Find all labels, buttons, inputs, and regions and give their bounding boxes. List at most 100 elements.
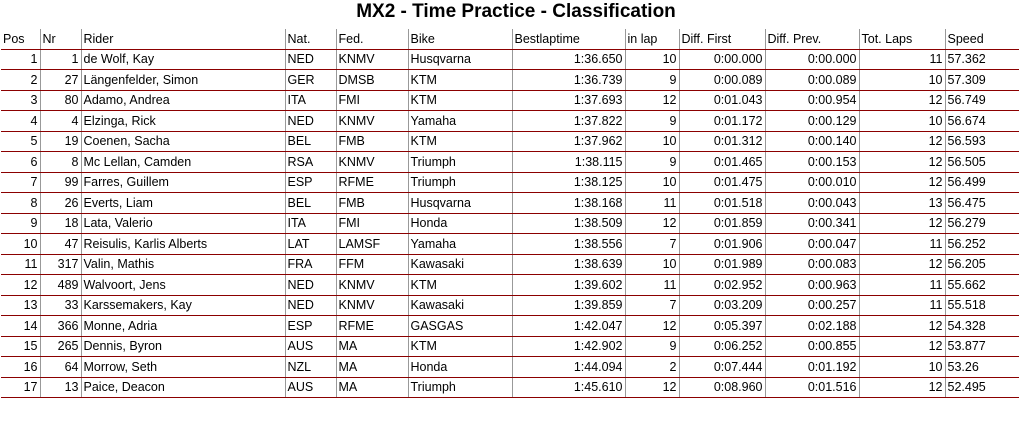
cell-nr: 13 [39, 377, 81, 398]
cell-nat: ESP [284, 172, 336, 193]
cell-nat: NED [284, 110, 336, 132]
cell-bestlaptime: 1:38.168 [511, 192, 625, 214]
cell-speed: 53.26 [944, 356, 1019, 378]
cell-rider: Karssemakers, Kay [80, 295, 285, 316]
cell-speed: 56.593 [944, 131, 1019, 152]
column-header-nat: Nat. [284, 29, 336, 50]
cell-diff-first: 0:08.960 [678, 377, 765, 398]
cell-diff-prev: 0:00.129 [764, 110, 859, 132]
cell-tot-laps: 12 [858, 151, 945, 173]
cell-fed: KNMV [335, 110, 408, 132]
cell-tot-laps: 12 [858, 377, 945, 398]
cell-bestlaptime: 1:39.602 [511, 274, 625, 296]
cell-bestlaptime: 1:37.962 [511, 131, 625, 152]
cell-nr: 489 [39, 274, 81, 296]
cell-speed: 56.749 [944, 90, 1019, 111]
cell-fed: DMSB [335, 69, 408, 91]
cell-in-lap: 9 [624, 336, 679, 357]
cell-bestlaptime: 1:37.693 [511, 90, 625, 111]
cell-in-lap: 12 [624, 315, 679, 337]
cell-in-lap: 9 [624, 69, 679, 91]
cell-fed: MA [335, 377, 408, 398]
cell-pos: 13 [1, 295, 40, 316]
cell-bike: GASGAS [407, 315, 512, 337]
cell-nat: NZL [284, 356, 336, 378]
cell-in-lap: 12 [624, 90, 679, 111]
cell-nr: 4 [39, 110, 81, 132]
cell-rider: Farres, Guillem [80, 172, 285, 193]
cell-in-lap: 10 [624, 172, 679, 193]
table-row: 11 317 Valin, Mathis FRA FFM Kawasaki 1:38.639… [1, 254, 1019, 275]
cell-rider: Adamo, Andrea [80, 90, 285, 111]
cell-diff-first: 0:01.859 [678, 213, 765, 234]
cell-tot-laps: 11 [858, 295, 945, 316]
cell-nr: 27 [39, 69, 81, 91]
cell-pos: 8 [1, 192, 40, 214]
cell-bike: Honda [407, 356, 512, 378]
cell-tot-laps: 11 [858, 233, 945, 255]
cell-fed: KNMV [335, 274, 408, 296]
cell-fed: MA [335, 336, 408, 357]
cell-nat: NED [284, 295, 336, 316]
cell-diff-prev: 0:00.089 [764, 69, 859, 91]
cell-fed: KNMV [335, 49, 408, 70]
cell-nat: AUS [284, 336, 336, 357]
cell-diff-prev: 0:00.010 [764, 172, 859, 193]
cell-in-lap: 7 [624, 295, 679, 316]
cell-rider: Monne, Adria [80, 315, 285, 337]
cell-in-lap: 10 [624, 254, 679, 275]
cell-tot-laps: 12 [858, 131, 945, 152]
cell-diff-first: 0:01.043 [678, 90, 765, 111]
cell-diff-first: 0:00.000 [678, 49, 765, 70]
cell-pos: 12 [1, 274, 40, 296]
cell-bestlaptime: 1:38.125 [511, 172, 625, 193]
cell-bestlaptime: 1:44.094 [511, 356, 625, 378]
cell-speed: 54.328 [944, 315, 1019, 337]
column-header-fed: Fed. [335, 29, 408, 50]
cell-pos: 1 [1, 49, 40, 70]
cell-diff-first: 0:01.906 [678, 233, 765, 255]
cell-bestlaptime: 1:38.639 [511, 254, 625, 275]
cell-fed: FMB [335, 131, 408, 152]
cell-nr: 19 [39, 131, 81, 152]
cell-bestlaptime: 1:42.902 [511, 336, 625, 357]
cell-diff-prev: 0:01.192 [764, 356, 859, 378]
cell-speed: 55.518 [944, 295, 1019, 316]
cell-diff-prev: 0:00.963 [764, 274, 859, 296]
cell-rider: Dennis, Byron [80, 336, 285, 357]
cell-tot-laps: 12 [858, 254, 945, 275]
cell-pos: 7 [1, 172, 40, 193]
cell-speed: 56.505 [944, 151, 1019, 173]
cell-speed: 56.499 [944, 172, 1019, 193]
cell-bike: Triumph [407, 377, 512, 398]
cell-pos: 2 [1, 69, 40, 91]
table-row: 10 47 Reisulis, Karlis Alberts LAT LAMSF Yama… [1, 233, 1019, 255]
table-row: 4 4 Elzinga, Rick NED KNMV Yamaha 1:37.822 9 0:0… [1, 110, 1019, 132]
cell-nat: BEL [284, 131, 336, 152]
table-row: 8 26 Everts, Liam BEL FMB Husqvarna 1:38.168 11… [1, 192, 1019, 214]
cell-nat: BEL [284, 192, 336, 214]
cell-tot-laps: 12 [858, 172, 945, 193]
cell-nat: ITA [284, 213, 336, 234]
cell-nr: 64 [39, 356, 81, 378]
cell-diff-prev: 0:00.043 [764, 192, 859, 214]
cell-rider: Valin, Mathis [80, 254, 285, 275]
column-header-rider: Rider [80, 29, 285, 50]
cell-tot-laps: 10 [858, 356, 945, 378]
cell-diff-prev: 0:00.000 [764, 49, 859, 70]
cell-speed: 56.205 [944, 254, 1019, 275]
cell-diff-prev: 0:00.954 [764, 90, 859, 111]
column-header-tot-laps: Tot. Laps [858, 29, 945, 50]
cell-diff-first: 0:06.252 [678, 336, 765, 357]
cell-bestlaptime: 1:36.650 [511, 49, 625, 70]
cell-fed: RFME [335, 315, 408, 337]
cell-nr: 26 [39, 192, 81, 214]
cell-speed: 56.279 [944, 213, 1019, 234]
cell-fed: FMB [335, 192, 408, 214]
cell-speed: 56.252 [944, 233, 1019, 255]
cell-diff-prev: 0:00.140 [764, 131, 859, 152]
cell-speed: 53.877 [944, 336, 1019, 357]
column-header-diff-first: Diff. First [678, 29, 765, 50]
cell-bestlaptime: 1:42.047 [511, 315, 625, 337]
cell-speed: 57.309 [944, 69, 1019, 91]
